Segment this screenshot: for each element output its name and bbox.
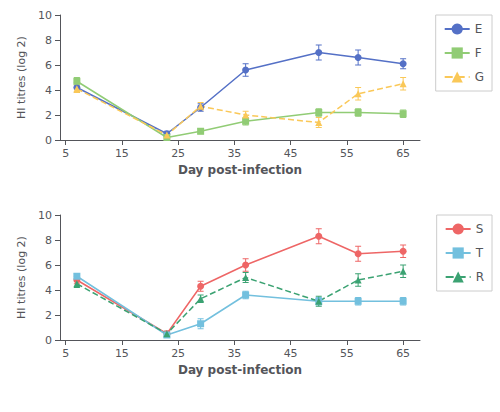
- svg-text:S: S: [476, 222, 484, 236]
- svg-text:2: 2: [45, 109, 52, 122]
- svg-text:65: 65: [396, 347, 410, 360]
- svg-text:T: T: [475, 246, 484, 260]
- svg-text:15: 15: [115, 147, 129, 160]
- svg-text:0: 0: [45, 134, 52, 147]
- svg-text:55: 55: [340, 147, 354, 160]
- svg-text:R: R: [476, 270, 484, 284]
- svg-text:25: 25: [171, 147, 185, 160]
- svg-text:8: 8: [45, 234, 52, 247]
- svg-text:Day post-infection: Day post-infection: [178, 363, 302, 377]
- svg-text:10: 10: [38, 9, 52, 22]
- svg-text:HI titres (log 2): HI titres (log 2): [15, 36, 28, 119]
- svg-text:4: 4: [45, 284, 52, 297]
- svg-text:5: 5: [62, 347, 69, 360]
- svg-text:25: 25: [171, 347, 185, 360]
- svg-text:F: F: [475, 46, 482, 60]
- svg-text:5: 5: [62, 147, 69, 160]
- svg-text:Day post-infection: Day post-infection: [178, 163, 302, 177]
- svg-text:HI titres (log 2): HI titres (log 2): [15, 236, 28, 319]
- svg-text:G: G: [475, 70, 484, 84]
- svg-text:4: 4: [45, 84, 52, 97]
- svg-text:E: E: [475, 22, 483, 36]
- svg-text:45: 45: [284, 147, 298, 160]
- svg-text:65: 65: [396, 147, 410, 160]
- svg-text:55: 55: [340, 347, 354, 360]
- svg-text:35: 35: [227, 147, 241, 160]
- svg-text:6: 6: [45, 259, 52, 272]
- svg-text:35: 35: [227, 347, 241, 360]
- svg-text:0: 0: [45, 334, 52, 347]
- svg-text:45: 45: [284, 347, 298, 360]
- svg-text:10: 10: [38, 209, 52, 222]
- svg-text:6: 6: [45, 59, 52, 72]
- svg-text:15: 15: [115, 347, 129, 360]
- svg-text:2: 2: [45, 309, 52, 322]
- svg-text:8: 8: [45, 34, 52, 47]
